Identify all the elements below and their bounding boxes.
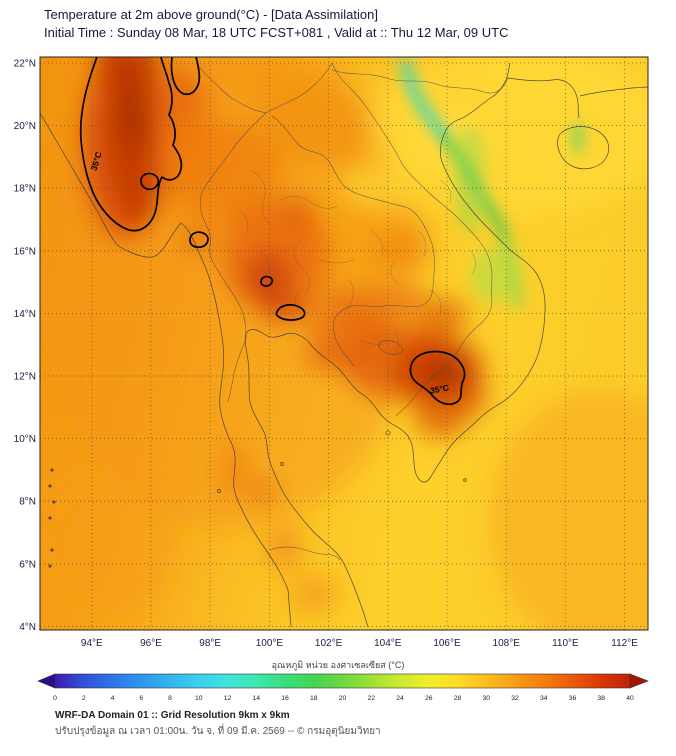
page-title: Temperature at 2m above ground(°C) - [Da…	[44, 7, 378, 22]
x-tick: 100°E	[256, 638, 284, 649]
x-tick: 104°E	[374, 638, 402, 649]
footer-update-info: ปรับปรุงข้อมูล ณ เวลา 01:00น. วัน จ. ที่…	[55, 726, 381, 737]
colorbar-tick: 32	[511, 695, 519, 702]
x-tick: 110°E	[552, 638, 579, 649]
x-tick: 96°E	[140, 638, 162, 649]
colorbar-tick: 14	[252, 695, 260, 702]
y-tick: 18°N	[14, 184, 36, 195]
y-tick: 22°N	[14, 59, 36, 70]
colorbar-tick: 24	[396, 695, 404, 702]
contour-layer	[79, 57, 466, 405]
y-tick: 4°N	[19, 622, 36, 633]
coastline-layer	[40, 62, 648, 628]
colorbar-tick: 18	[310, 695, 318, 702]
x-tick: 108°E	[493, 638, 521, 649]
colorbar-ticks: 0 2 4 6 8 10 12 14 16 18 20 22 24 26 28 …	[53, 695, 634, 702]
colorbar-tick: 12	[224, 695, 232, 702]
x-axis-ticks: 94°E 96°E 98°E 100°E 102°E 104°E 106°E 1…	[81, 638, 638, 649]
colorbar-tick: 40	[626, 695, 634, 702]
x-tick: 98°E	[199, 638, 221, 649]
colorbar-right-arrow	[629, 673, 649, 689]
temperature-field: 35°C 35°C	[40, 57, 648, 630]
colorbar: 0 2 4 6 8 10 12 14 16 18 20 22 24 26 28 …	[37, 673, 649, 702]
x-tick: 94°E	[81, 638, 103, 649]
y-tick: 10°N	[14, 434, 36, 445]
y-tick: 14°N	[14, 309, 36, 320]
cool-band	[400, 59, 584, 309]
colorbar-tick: 36	[569, 695, 577, 702]
colorbar-tick: 30	[482, 695, 490, 702]
colorbar-tick: 10	[195, 695, 203, 702]
colorbar-tick: 2	[82, 695, 86, 702]
contour-label-east: 35°C	[429, 382, 449, 395]
colorbar-tick: 34	[540, 695, 548, 702]
colorbar-tick: 26	[425, 695, 433, 702]
page-subtitle: Initial Time : Sunday 08 Mar, 18 UTC FCS…	[44, 25, 509, 40]
colorbar-tick: 4	[111, 695, 115, 702]
y-tick: 12°N	[14, 372, 36, 383]
colorbar-title: อุณหภูมิ หน่วย องศาเซลเซียส (°C)	[271, 660, 405, 670]
y-axis-ticks: 22°N 20°N 18°N 16°N 14°N 12°N 10°N 8°N 6…	[14, 59, 36, 633]
x-tick: 102°E	[315, 638, 343, 649]
colorbar-tick: 6	[139, 695, 143, 702]
y-tick: 20°N	[14, 121, 36, 132]
colorbar-gradient-bar	[54, 673, 631, 689]
border-layer	[195, 62, 509, 561]
temperature-map-figure: 35°C 35°C 22°N 20°N 18°N 16°N 14°N 12°N …	[14, 56, 649, 649]
y-tick: 8°N	[19, 497, 36, 508]
colorbar-tick: 0	[53, 695, 57, 702]
colorbar-tick: 38	[597, 695, 605, 702]
colorbar-tick: 8	[168, 695, 172, 702]
colorbar-tick: 20	[339, 695, 347, 702]
plot-border	[39, 56, 649, 631]
y-tick: 6°N	[19, 559, 36, 570]
colorbar-tick: 16	[281, 695, 289, 702]
province-layer	[239, 169, 476, 357]
x-tick: 112°E	[611, 638, 638, 649]
colorbar-tick: 28	[454, 695, 462, 702]
footer-domain-info: WRF-DA Domain 01 :: Grid Resolution 9km …	[55, 710, 290, 721]
x-tick: 106°E	[433, 638, 461, 649]
colorbar-tick: 22	[367, 695, 375, 702]
colorbar-left-arrow	[37, 673, 56, 689]
y-tick: 16°N	[14, 246, 36, 257]
